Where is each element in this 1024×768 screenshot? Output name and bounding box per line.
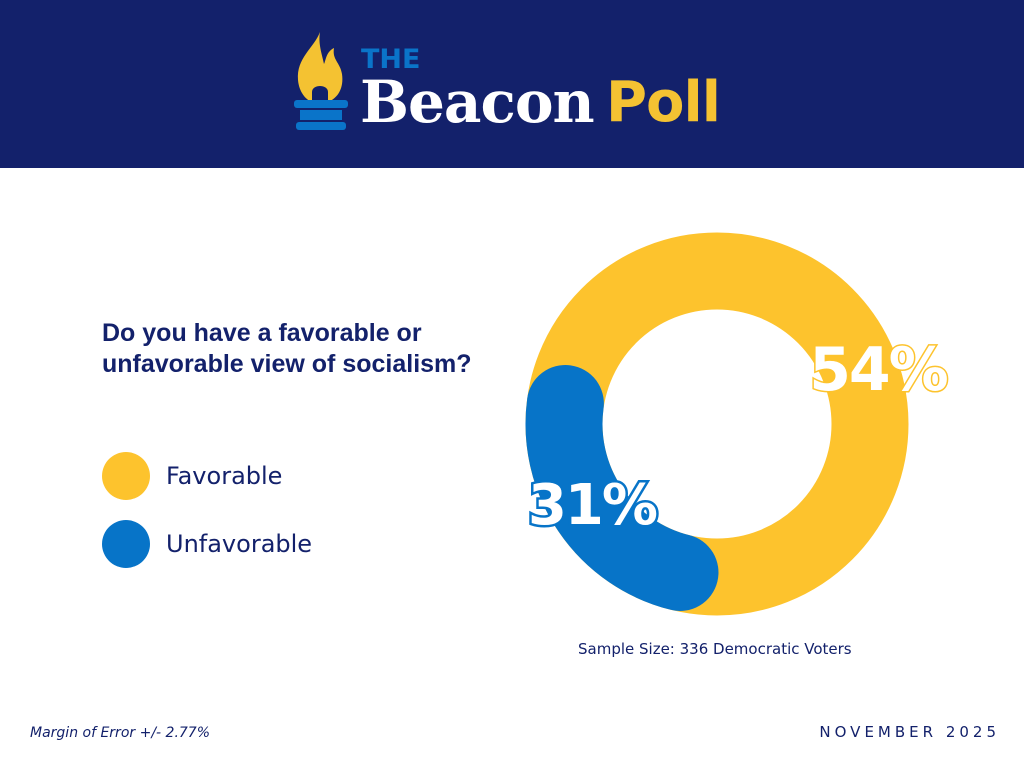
- legend-item-unfavorable: Unfavorable: [102, 520, 312, 568]
- legend-item-favorable: Favorable: [102, 452, 282, 500]
- logo-poll: Poll: [606, 70, 721, 135]
- donut-segment-unfavorable: [525, 365, 719, 611]
- poll-date: NOVEMBER 2025: [819, 723, 1000, 741]
- header-banner: THE Beacon Poll: [0, 0, 1024, 168]
- logo-beacon: Beacon: [360, 68, 595, 136]
- legend-swatch-favorable: [102, 452, 150, 500]
- margin-of-error: Margin of Error +/- 2.77%: [30, 725, 211, 741]
- legend-swatch-unfavorable: [102, 520, 150, 568]
- data-label-unfavorable: 31%: [528, 473, 657, 538]
- data-label-favorable: 54%: [809, 335, 947, 405]
- legend-label: Unfavorable: [166, 530, 313, 558]
- logo-the: THE: [361, 44, 421, 75]
- chart-title: Do you have a favorable or unfavorable v…: [102, 319, 472, 378]
- legend-label: Favorable: [166, 462, 283, 490]
- sample-size: Sample Size: 336 Democratic Voters: [578, 640, 852, 658]
- torch-logo-icon: [294, 32, 348, 130]
